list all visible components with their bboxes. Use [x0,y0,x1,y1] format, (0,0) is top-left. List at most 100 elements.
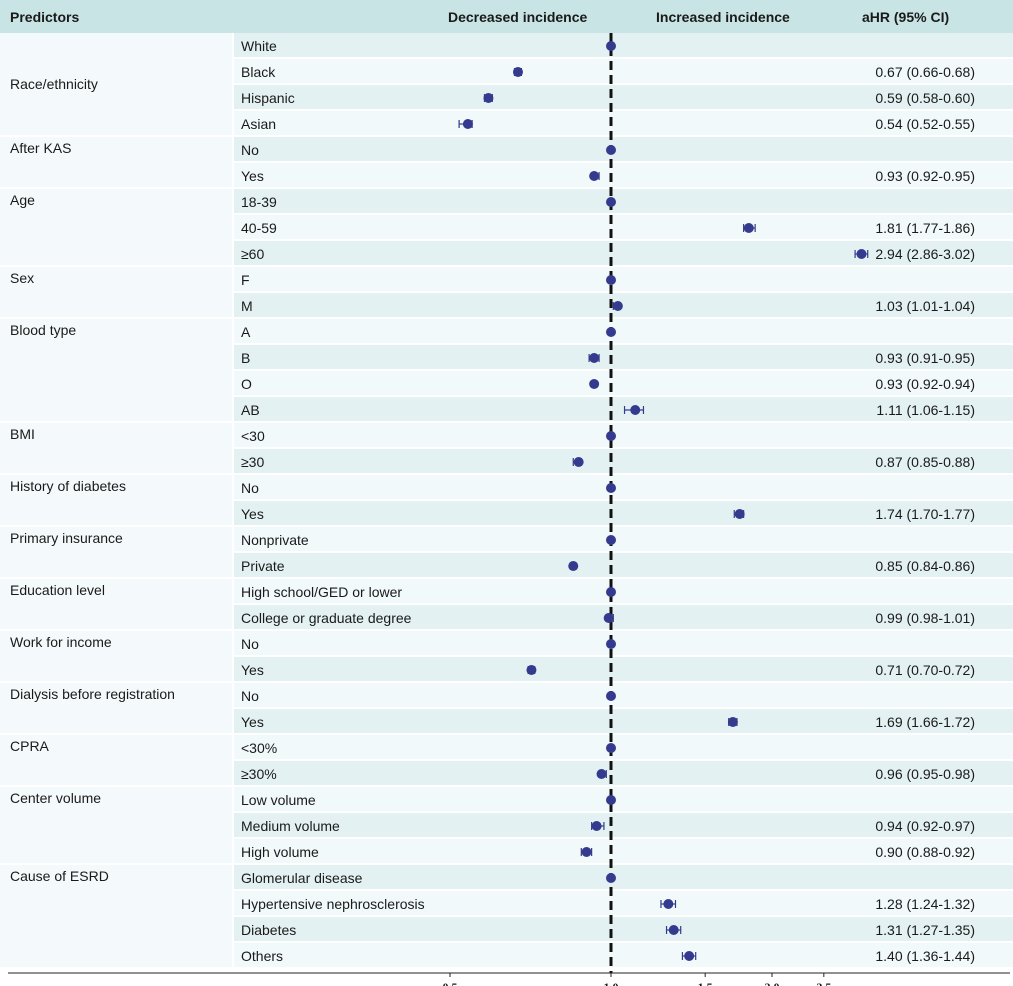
hr-point [606,691,616,701]
row-band [234,605,1013,629]
row-band [234,215,1013,239]
row-band [234,527,1013,551]
hr-point [606,639,616,649]
group-label: Dialysis before registration [10,686,175,702]
level-label: No [241,688,259,704]
level-label: 18-39 [241,194,277,210]
row-band [234,163,1013,187]
ahr-ci-text: 0.90 (0.88-0.92) [875,844,975,860]
level-label: White [241,38,277,54]
header-increased-incidence: Increased incidence [656,9,790,25]
group-block [0,683,232,733]
hr-point [589,353,600,363]
header-decreased-incidence: Decreased incidence [448,9,588,25]
level-label: Yes [241,714,264,730]
level-label: ≥30% [241,766,277,782]
level-label: <30 [241,428,265,444]
group-label: Work for income [10,634,112,650]
ahr-ci-text: 0.94 (0.92-0.97) [875,818,975,834]
ahr-ci-text: 1.28 (1.24-1.32) [875,896,975,912]
level-label: Asian [241,116,276,132]
ahr-ci-text: 1.40 (1.36-1.44) [875,948,975,964]
hr-point [606,145,616,155]
hr-point [526,665,537,675]
x-tick-label: 1.5 [698,980,713,986]
level-label: Hispanic [241,90,295,106]
row-band [234,865,1013,889]
row-band [234,943,1013,967]
hr-point [606,275,616,285]
group-block [0,631,232,681]
hr-point [663,899,674,909]
row-band [234,345,1013,369]
level-label: B [241,350,250,366]
level-label: O [241,376,252,392]
header-band [0,0,1013,33]
hr-point [483,93,494,103]
x-tick-label: 2.0 [765,980,780,986]
level-label: Others [241,948,283,964]
level-label: No [241,636,259,652]
hr-point [856,249,867,259]
row-band [234,189,1013,213]
row-band [234,761,1013,785]
row-band [234,891,1013,915]
level-label: Nonprivate [241,532,309,548]
level-label: Medium volume [241,818,340,834]
level-label: No [241,480,259,496]
row-band [234,501,1013,525]
level-label: A [241,324,251,340]
row-band [234,787,1013,811]
row-band [234,85,1013,109]
rows-layer: Race/ethnicity White Black 0.67 (0.66-0.68)… [0,33,1013,967]
row-band [234,371,1013,395]
hr-point [591,821,602,831]
row-band [234,267,1013,291]
x-tick-label: 1.0 [604,980,619,986]
hr-point [462,119,473,129]
level-label: High school/GED or lower [241,584,402,600]
row-band [234,813,1013,837]
hr-point [743,223,754,233]
group-label: Age [10,192,35,208]
group-label: After KAS [10,140,71,156]
ahr-ci-text: 1.31 (1.27-1.35) [875,922,975,938]
level-label: Black [241,64,276,80]
header-predictors: Predictors [10,9,79,25]
hr-point [606,197,616,207]
row-band [234,657,1013,681]
group-block [0,267,232,317]
ahr-ci-text: 0.99 (0.98-1.01) [875,610,975,626]
level-label: High volume [241,844,319,860]
group-block [0,527,232,577]
group-block [0,735,232,785]
row-band [234,293,1013,317]
x-tick-label: 2.5 [816,980,831,986]
level-label: M [241,298,253,314]
row-band [234,709,1013,733]
hr-point [573,457,584,467]
hr-point [568,561,579,571]
row-band [234,397,1013,421]
group-label: Sex [10,270,34,286]
group-block [0,579,232,629]
level-label: Yes [241,506,264,522]
hr-point [727,717,738,727]
row-band [234,683,1013,707]
level-label: 40-59 [241,220,277,236]
ahr-ci-text: 2.94 (2.86-3.02) [875,246,975,262]
level-label: College or graduate degree [241,610,412,626]
hr-point [589,171,600,181]
hr-point [512,67,523,77]
ahr-ci-text: 1.03 (1.01-1.04) [875,298,975,314]
hr-point [596,769,607,779]
row-band [234,319,1013,343]
level-label: Diabetes [241,922,296,938]
ahr-ci-text: 0.71 (0.70-0.72) [875,662,975,678]
ahr-ci-text: 1.69 (1.66-1.72) [875,714,975,730]
row-band [234,735,1013,759]
row-band [234,423,1013,447]
group-block [0,865,232,967]
x-axis: 0.5 1.0 1.5 2.0 2.5 [8,972,1010,986]
ahr-ci-text: 0.96 (0.95-0.98) [875,766,975,782]
